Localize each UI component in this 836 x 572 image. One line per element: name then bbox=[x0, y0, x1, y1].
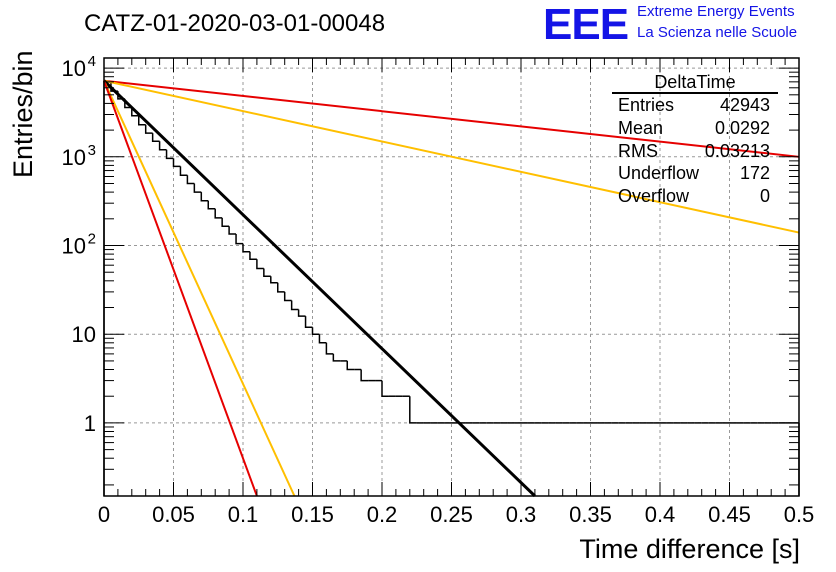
histogram-bin bbox=[207, 200, 216, 210]
y-tick-label: 10 bbox=[62, 56, 86, 81]
histogram-bin bbox=[346, 360, 355, 371]
stats-label: Mean bbox=[618, 117, 664, 138]
histogram-bin bbox=[249, 251, 257, 261]
histogram-bin bbox=[165, 149, 174, 160]
histogram-bin bbox=[144, 124, 153, 134]
x-tick-label: 0.45 bbox=[708, 502, 751, 527]
x-tick-label: 0.3 bbox=[506, 502, 537, 527]
y-tick-exponent: 4 bbox=[88, 53, 96, 70]
y-tick-label: 1 bbox=[84, 411, 96, 436]
stats-value: 0.03213 bbox=[704, 140, 770, 161]
histogram-bin bbox=[179, 166, 188, 176]
x-tick-label: 0.2 bbox=[367, 502, 398, 527]
histogram-bin bbox=[103, 81, 111, 496]
fit-curve bbox=[103, 80, 296, 497]
histogram-bin bbox=[242, 243, 250, 253]
histogram-bin bbox=[263, 268, 271, 278]
stats-value: 0 bbox=[759, 186, 770, 207]
stats-label: Underflow bbox=[618, 163, 700, 184]
histogram-bin bbox=[304, 316, 313, 328]
chart-title: CATZ-01-2020-03-01-00048 bbox=[84, 10, 386, 37]
histogram-bin bbox=[318, 334, 327, 344]
stats-row: Entries 42943 bbox=[612, 94, 778, 117]
histogram-bin bbox=[193, 183, 202, 193]
fit-curve bbox=[102, 79, 536, 498]
stats-row: Mean 0.0292 bbox=[612, 117, 778, 140]
stats-row: Underflow 172 bbox=[612, 162, 778, 185]
histogram-bin bbox=[235, 233, 243, 245]
y-axis-label: Entries/bin bbox=[8, 50, 38, 178]
histogram-bin bbox=[332, 353, 341, 362]
histogram-bin bbox=[325, 342, 334, 355]
x-tick-labels: 0 0.05 0.1 0.15 0.2 0.25 0.3 0.35 0.4 0.45 0.5 bbox=[98, 502, 814, 527]
histogram-bin bbox=[277, 282, 285, 293]
x-tick-label: 0.4 bbox=[645, 502, 676, 527]
histogram-bin bbox=[381, 380, 389, 397]
axis-ticks bbox=[103, 58, 800, 496]
histogram-bin bbox=[200, 192, 209, 202]
x-axis-label: Time difference [s] bbox=[579, 534, 800, 564]
y-tick-label: 10 bbox=[72, 322, 96, 347]
logo-line-1: Extreme Energy Events bbox=[637, 3, 795, 20]
histogram-bin bbox=[360, 369, 369, 382]
logo-line-2: La Scienza nelle Scuole bbox=[637, 24, 798, 41]
stats-value: 172 bbox=[739, 163, 770, 184]
fit-curve bbox=[103, 79, 800, 234]
y-tick-exponent: 3 bbox=[88, 142, 96, 159]
histogram-bin bbox=[297, 309, 306, 317]
fit-curve bbox=[103, 79, 800, 158]
stats-label: RMS bbox=[618, 140, 658, 161]
y-tick-label: 10 bbox=[62, 145, 86, 170]
histogram-bin bbox=[214, 208, 223, 219]
histogram-bin bbox=[256, 259, 264, 270]
stats-row: Overflow 0 bbox=[612, 185, 778, 208]
stats-box: DeltaTime Entries 42943 Mean 0.0292 RMS … bbox=[612, 72, 778, 208]
x-tick-label: 0.1 bbox=[228, 502, 259, 527]
x-tick-label: 0.15 bbox=[291, 502, 334, 527]
y-tick-label: 10 bbox=[62, 234, 86, 259]
x-tick-label: 0.5 bbox=[784, 502, 815, 527]
stats-value: 0.0292 bbox=[714, 117, 770, 138]
histogram-bin bbox=[186, 175, 195, 185]
x-tick-label: 0.35 bbox=[569, 502, 612, 527]
histogram-bin bbox=[221, 217, 230, 227]
histogram-bin bbox=[283, 291, 292, 302]
histogram-bin bbox=[131, 107, 139, 117]
stats-value: 42943 bbox=[719, 95, 770, 115]
fit-curve bbox=[103, 80, 258, 497]
stats-row: RMS 0.03213 bbox=[612, 140, 778, 163]
stats-label: Overflow bbox=[618, 186, 690, 207]
x-tick-label: 0.25 bbox=[430, 502, 473, 527]
fit-curves bbox=[102, 79, 800, 498]
x-tick-label: 0.05 bbox=[152, 502, 195, 527]
stats-label: Entries bbox=[618, 95, 675, 115]
histogram-bin bbox=[270, 276, 278, 284]
histogram-bin bbox=[151, 133, 160, 142]
histogram-bin bbox=[290, 300, 299, 311]
histogram-bin bbox=[228, 226, 237, 235]
stats-box-title: DeltaTime bbox=[612, 72, 778, 94]
histogram-bin bbox=[172, 158, 181, 168]
histogram-bin bbox=[138, 115, 146, 126]
histogram-bin bbox=[409, 396, 417, 424]
y-tick-exponent: 2 bbox=[88, 231, 96, 248]
x-tick-label: 0 bbox=[98, 502, 110, 527]
histogram-bin bbox=[311, 327, 320, 335]
histogram-bin bbox=[158, 141, 167, 151]
eee-logo: EEE bbox=[543, 0, 629, 49]
